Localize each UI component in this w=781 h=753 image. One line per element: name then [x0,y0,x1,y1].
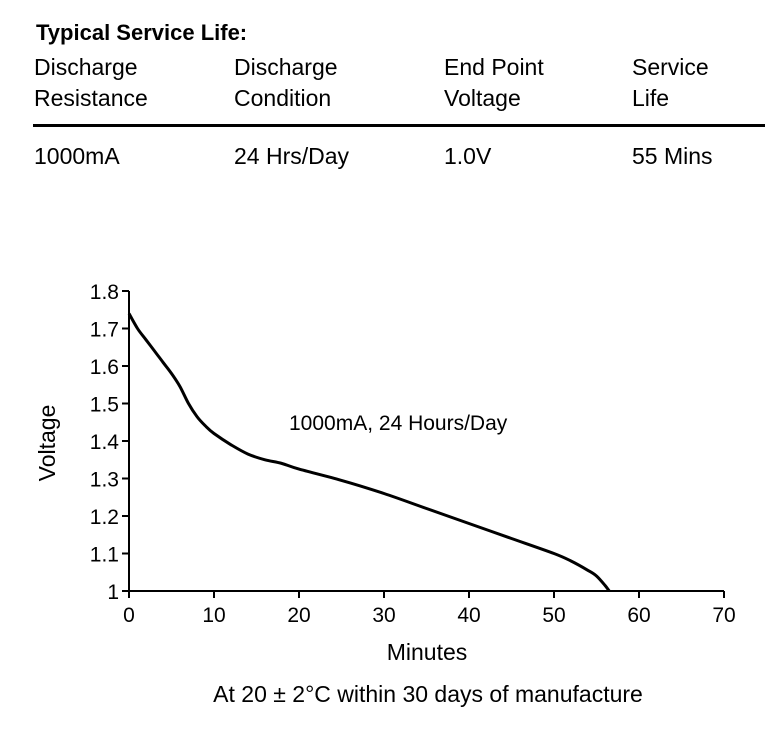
header-end-point-voltage: End Point Voltage [444,54,544,111]
x-tick-label: 50 [542,604,565,627]
y-tick-label: 1.5 [90,394,119,417]
x-tick-label: 70 [712,604,735,627]
header-service-life: Service Life [632,54,709,111]
y-tick-label: 1.4 [90,431,120,454]
cell-discharge-resistance: 1000mA [34,143,120,169]
chart-caption: At 20 ± 2°C within 30 days of manufactur… [213,681,643,707]
y-tick-label: 1.3 [90,469,119,492]
cell-discharge-condition: 24 Hrs/Day [234,143,350,169]
y-tick-label: 1 [107,581,119,604]
table-divider [33,124,765,127]
cell-end-point-voltage: 1.0V [444,143,492,169]
y-axis-label: Voltage [34,405,60,482]
x-tick-label: 30 [372,604,395,627]
x-tick-label: 60 [627,604,650,627]
y-tick-label: 1.7 [90,319,119,342]
x-axis-label: Minutes [387,639,468,665]
y-tick-label: 1.6 [90,356,119,379]
chart-annotation: 1000mA, 24 Hours/Day [289,412,508,435]
x-tick-label: 40 [457,604,480,627]
y-tick-label: 1.1 [90,544,119,567]
header-discharge-condition: Discharge Condition [234,54,338,111]
table-title: Typical Service Life: [36,20,248,45]
x-tick-label: 10 [202,604,225,627]
y-tick-label: 1.2 [90,506,119,529]
cell-service-life: 55 Mins [632,143,713,169]
x-tick-label: 0 [123,604,135,627]
header-discharge-resistance: Discharge Resistance [34,54,148,111]
y-tick-label: 1.8 [90,281,119,304]
discharge-curve [127,312,611,592]
x-tick-label: 20 [287,604,310,627]
